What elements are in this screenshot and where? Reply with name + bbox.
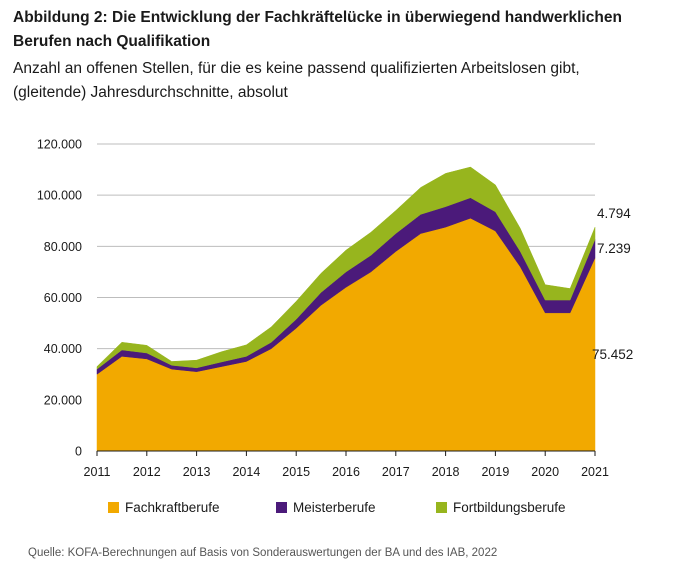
chart-title: Abbildung 2: Die Entwicklung der Fachkrä… — [13, 6, 663, 54]
end-value-label: 75.452 — [592, 347, 633, 362]
x-tick-label: 2013 — [183, 465, 211, 479]
x-tick-label: 2012 — [133, 465, 161, 479]
x-tick-label: 2017 — [382, 465, 410, 479]
y-tick-label: 60.000 — [44, 291, 82, 305]
x-tick-labels: 2011 2012 2013 2014 2015 2016 2017 2018 2019 2020… — [84, 465, 609, 479]
subtitle-line-1: Anzahl an offenen Stellen, für die es ke… — [13, 60, 580, 77]
end-value-label: 4.794 — [597, 206, 631, 221]
y-tick-label: 0 — [75, 445, 82, 459]
y-tick-label: 80.000 — [44, 240, 82, 254]
y-tick-label: 20.000 — [44, 393, 82, 407]
subtitle-line-2: (gleitende) Jahresdurchschnitte, absolut — [13, 84, 288, 101]
x-tick-label: 2016 — [332, 465, 360, 479]
legend-label: Meisterberufe — [293, 500, 376, 515]
y-tick-label: 100.000 — [37, 189, 82, 203]
x-tick-label: 2019 — [481, 465, 509, 479]
legend-swatch — [108, 502, 119, 513]
end-value-label: 7.239 — [597, 241, 631, 256]
title-line-1: Abbildung 2: Die Entwicklung der Fachkrä… — [13, 9, 622, 26]
legend-swatch — [436, 502, 447, 513]
x-tick-label: 2015 — [282, 465, 310, 479]
legend-swatch — [276, 502, 287, 513]
chart-subtitle: Anzahl an offenen Stellen, für die es ke… — [13, 57, 663, 105]
legend: Fachkraftberufe Meisterberufe Fortbildungs… — [108, 500, 566, 515]
x-tick-label: 2018 — [432, 465, 460, 479]
area-fortbildungsberufe — [96, 166, 596, 370]
title-line-2: Berufen nach Qualifikation — [13, 33, 211, 50]
legend-label: Fortbildungsberufe — [453, 500, 566, 515]
y-tick-label: 40.000 — [44, 342, 82, 356]
legend-label: Fachkraftberufe — [125, 500, 220, 515]
x-tick-label: 2021 — [581, 465, 609, 479]
area-series — [96, 166, 596, 452]
y-tick-labels: 0 20.000 40.000 60.000 80.000 100.000 120.000 — [37, 138, 82, 459]
source-note: Quelle: KOFA-Berechnungen auf Basis von … — [28, 547, 498, 559]
x-tick-label: 2014 — [232, 465, 260, 479]
axes — [96, 450, 596, 456]
x-tick-label: 2011 — [84, 465, 111, 479]
x-tick-label: 2020 — [531, 465, 559, 479]
y-tick-label: 120.000 — [37, 138, 82, 152]
end-value-labels: 75.452 7.239 4.794 — [592, 206, 633, 362]
